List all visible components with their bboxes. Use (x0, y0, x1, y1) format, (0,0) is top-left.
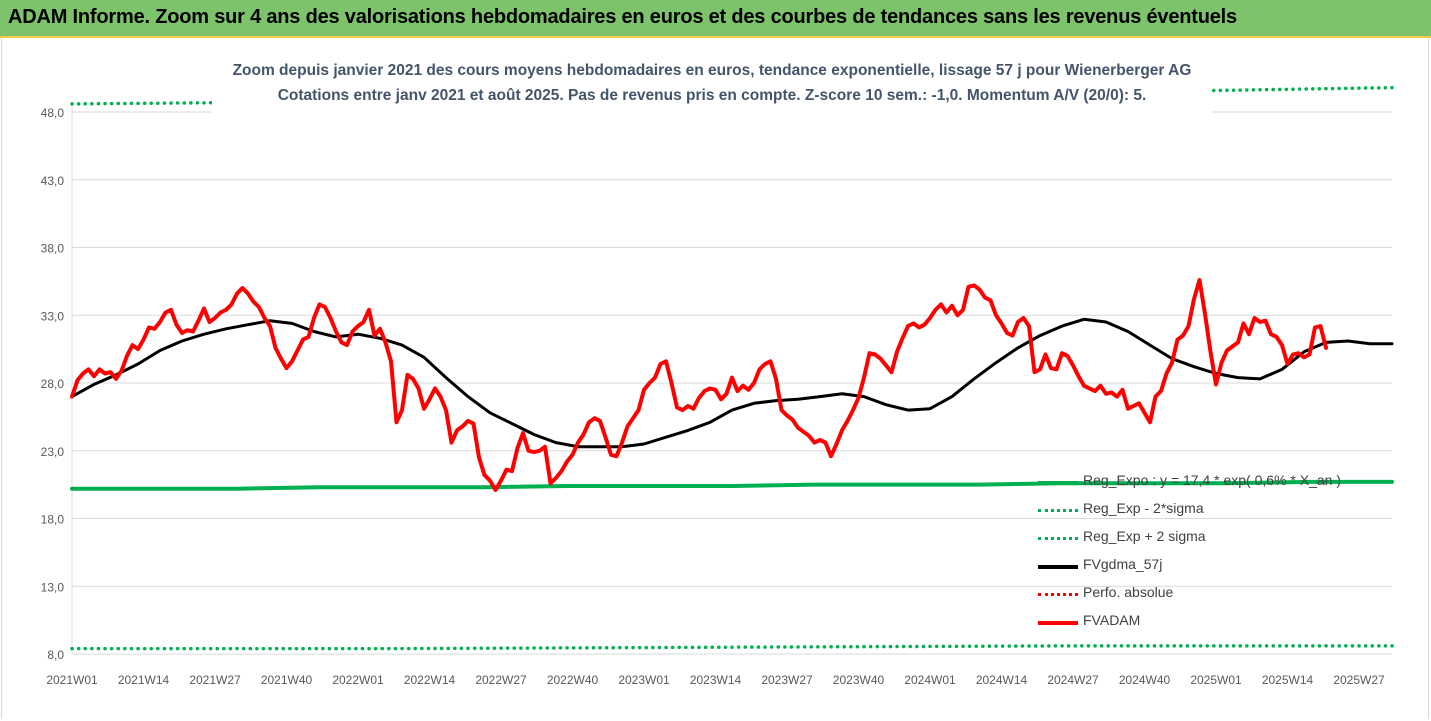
x-tick-label: 2025W14 (1262, 673, 1314, 687)
legend-item: Reg_Expo : y = 17,4 * exp( 0,6% * X_an ) (1038, 470, 1358, 494)
y-tick-label: 43,0 (41, 174, 65, 188)
x-tick-label: 2024W01 (904, 673, 956, 687)
chart-title: Zoom depuis janvier 2021 des cours moyen… (232, 62, 1192, 79)
legend-item: Reg_Exp + 2 sigma (1038, 526, 1358, 550)
x-axis: 2021W01 2021W14 2021W27 2021W40 2022W01 2022W… (46, 673, 1385, 687)
y-tick-label: 48,0 (41, 106, 65, 120)
chart-frame (1, 38, 1429, 719)
legend-label: Reg_Exp - 2*sigma (1083, 500, 1204, 516)
x-tick-label: 2024W14 (976, 673, 1028, 687)
x-tick-label: 2022W01 (332, 673, 384, 687)
report-banner: ADAM Informe. Zoom sur 4 ans des valoris… (0, 0, 1431, 38)
x-tick-label: 2023W27 (761, 673, 813, 687)
legend-swatch (1038, 565, 1078, 569)
x-tick-label: 2022W40 (547, 673, 599, 687)
y-tick-label: 13,0 (41, 580, 65, 594)
x-tick-label: 2023W14 (690, 673, 742, 687)
x-tick-label: 2021W40 (261, 673, 313, 687)
x-tick-label: 2021W01 (46, 673, 98, 687)
y-axis: 8,0 13,0 18,0 23,0 28,0 33,0 38,0 43,0 48,0 (41, 106, 65, 662)
x-tick-label: 2022W14 (404, 673, 456, 687)
series-line (70, 644, 1394, 651)
legend-swatch (1038, 621, 1078, 625)
chart-title-block: Zoom depuis janvier 2021 des cours moyen… (212, 58, 1212, 114)
legend-label: Reg_Expo : y = 17,4 * exp( 0,6% * X_an ) (1083, 472, 1341, 488)
series-line (70, 278, 1328, 492)
x-tick-label: 2023W01 (618, 673, 670, 687)
legend-item: Perfo. absolue (1038, 582, 1358, 606)
legend-swatch (1038, 537, 1078, 540)
x-tick-label: 2023W40 (833, 673, 885, 687)
y-tick-label: 38,0 (41, 242, 65, 256)
legend-label: FVADAM (1083, 612, 1141, 628)
x-tick-label: 2024W27 (1047, 673, 1099, 687)
report-title: ADAM Informe. Zoom sur 4 ans des valoris… (8, 6, 1237, 28)
y-tick-label: 8,0 (47, 648, 64, 662)
x-tick-label: 2021W14 (118, 673, 170, 687)
legend-item: FVADAM (1038, 610, 1358, 634)
legend-swatch (1038, 481, 1078, 485)
x-tick-label: 2024W40 (1119, 673, 1171, 687)
x-tick-label: 2022W27 (475, 673, 527, 687)
y-tick-label: 28,0 (41, 377, 65, 391)
y-tick-label: 18,0 (41, 513, 65, 527)
legend-item: FVgdma_57j (1038, 554, 1358, 578)
chart-subtitle: Cotations entre janv 2021 et août 2025. … (277, 87, 1147, 104)
x-tick-label: 2025W01 (1190, 673, 1242, 687)
legend-swatch (1038, 509, 1078, 512)
x-tick-label: 2021W27 (189, 673, 241, 687)
y-tick-label: 33,0 (41, 309, 65, 323)
legend-label: FVgdma_57j (1083, 556, 1163, 572)
y-tick-label: 23,0 (41, 445, 65, 459)
x-tick-label: 2025W27 (1333, 673, 1385, 687)
legend-item: Reg_Exp - 2*sigma (1038, 498, 1358, 522)
legend-label: Perfo. absolue (1083, 584, 1174, 600)
legend-swatch (1038, 593, 1078, 596)
legend-label: Reg_Exp + 2 sigma (1083, 528, 1206, 544)
series-line (70, 479, 1394, 491)
